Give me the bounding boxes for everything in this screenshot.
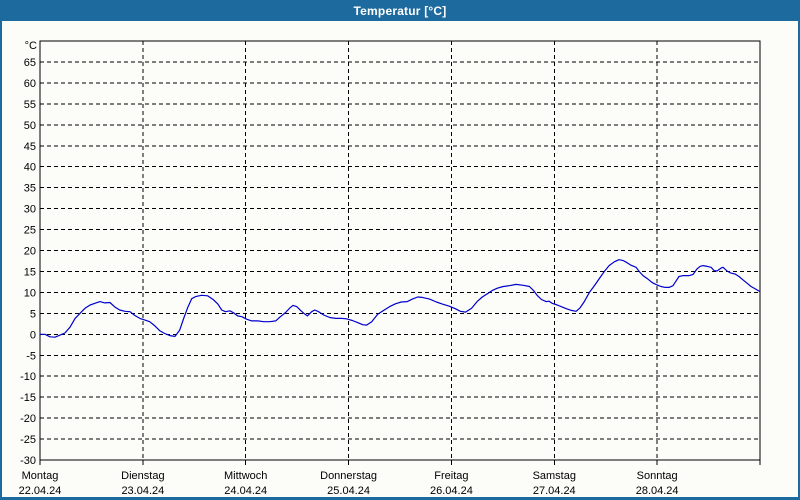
y-tick-label: 45 bbox=[24, 141, 36, 153]
x-date-label: 26.04.24 bbox=[430, 485, 473, 497]
y-tick-label: -20 bbox=[20, 413, 36, 425]
x-date-label: 27.04.24 bbox=[533, 485, 576, 497]
x-day-label: Dienstag bbox=[121, 470, 164, 482]
x-day-label: Freitag bbox=[434, 470, 468, 482]
y-tick-label: -30 bbox=[20, 455, 36, 467]
y-tick-label: 5 bbox=[30, 308, 36, 320]
y-axis-unit-label: °C bbox=[25, 40, 37, 52]
y-tick-label: 30 bbox=[24, 204, 36, 216]
window-title: Temperatur [°C] bbox=[353, 3, 447, 18]
x-date-label: 22.04.24 bbox=[19, 485, 62, 497]
x-day-label: Donnerstag bbox=[320, 470, 377, 482]
y-tick-label: 65 bbox=[24, 57, 36, 69]
temperature-series-line bbox=[40, 259, 761, 338]
y-tick-label: 55 bbox=[24, 99, 36, 111]
y-tick-label: 20 bbox=[24, 246, 36, 258]
y-tick-label: -10 bbox=[20, 371, 36, 383]
x-day-label: Mittwoch bbox=[224, 470, 267, 482]
y-tick-label: 0 bbox=[30, 329, 36, 341]
plot-border bbox=[39, 40, 761, 461]
x-date-label: 23.04.24 bbox=[121, 485, 164, 497]
y-tick-label: -5 bbox=[26, 350, 36, 362]
y-tick-label: 15 bbox=[24, 266, 36, 278]
y-tick-label: 50 bbox=[24, 120, 36, 132]
y-tick-label: 25 bbox=[24, 225, 36, 237]
x-date-label: 28.04.24 bbox=[636, 485, 679, 497]
title-bar: Temperatur [°C] bbox=[0, 0, 800, 21]
y-tick-label: 35 bbox=[24, 183, 36, 195]
x-day-label: Montag bbox=[22, 470, 59, 482]
x-day-label: Sonntag bbox=[637, 470, 678, 482]
x-day-label: Samstag bbox=[533, 470, 576, 482]
chart-area: 65 60 55 50 45 40 35 30 25 20 15 10 5 0 -5 -10 -15 -20 -25… bbox=[2, 21, 798, 497]
x-date-label: 25.04.24 bbox=[327, 485, 370, 497]
x-date-label: 24.04.24 bbox=[224, 485, 267, 497]
y-tick-label: -15 bbox=[20, 392, 36, 404]
y-tick-label: 40 bbox=[24, 162, 36, 174]
y-tick-label: 10 bbox=[24, 287, 36, 299]
y-tick-label: -25 bbox=[20, 434, 36, 446]
y-tick-label: 60 bbox=[24, 78, 36, 90]
temperature-chart: 65605550454035302520151050-5-10-15-20-25… bbox=[19, 40, 761, 497]
